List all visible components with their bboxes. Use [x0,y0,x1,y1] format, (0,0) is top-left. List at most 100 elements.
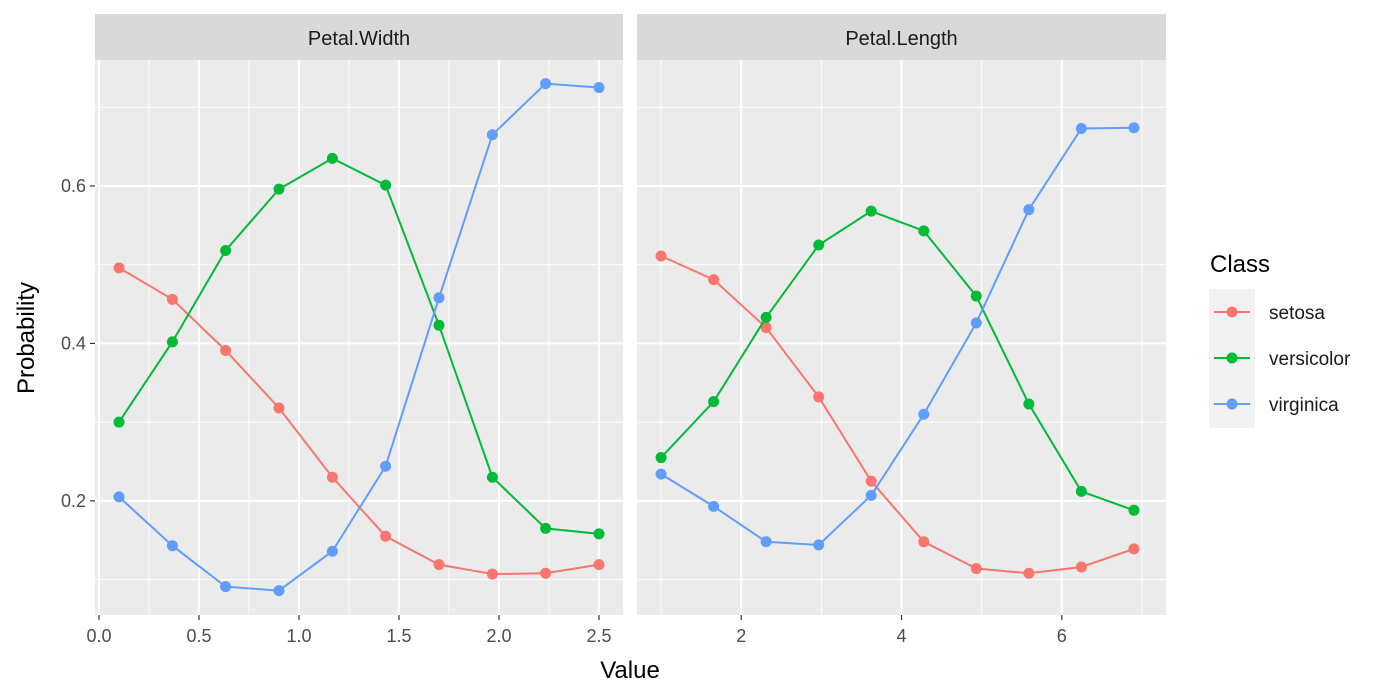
legend-point-virginica [1226,398,1238,410]
y-axis: 0.2 0.4 0.6 [61,176,95,511]
series-versicolor [113,152,605,540]
series-setosa [655,250,1140,579]
series-line-setosa [660,255,1135,575]
facet-strip [637,14,1166,60]
data-point-setosa [273,402,285,414]
data-point-versicolor [593,528,605,540]
data-point-setosa [540,567,552,579]
data-point-virginica [1075,122,1087,134]
data-point-setosa [380,530,392,542]
data-point-versicolor [1128,504,1140,516]
data-point-virginica [273,585,285,597]
legend-point-versicolor [1226,352,1238,364]
x-tick-label: 1.0 [286,626,311,646]
legend-item-virginica: virginica [1214,395,1339,416]
data-point-setosa [760,322,772,334]
series-setosa [113,262,605,580]
panel-petal-length: Petal.Length 2 4 6 [637,14,1166,646]
data-point-virginica [1128,122,1140,134]
data-point-virginica [813,539,825,551]
data-point-virginica [865,489,877,501]
data-point-versicolor [655,452,667,464]
panel-petal-width: Petal.Width 0.0 0.5 1.0 1.5 2.0 2.5 [86,14,623,646]
x-tick-label: 2.5 [586,626,611,646]
series-line-virginica [660,126,1134,546]
data-point-versicolor [486,471,498,483]
data-point-versicolor [970,290,982,302]
y-axis-title: Probability [13,282,40,394]
data-point-setosa [166,293,178,305]
data-point-setosa [918,536,930,548]
legend-item-versicolor: versicolor [1214,349,1351,370]
data-point-virginica [760,536,772,548]
data-point-versicolor [166,336,178,348]
data-point-virginica [326,545,338,557]
data-point-virginica [1023,204,1035,216]
facet-strip [95,14,623,60]
data-point-versicolor [113,416,125,428]
data-point-versicolor [220,245,232,257]
data-point-setosa [1075,561,1087,573]
series-line-versicolor [660,210,1135,512]
x-tick-label: 6 [1057,626,1067,646]
series-line-setosa [118,266,600,576]
data-point-setosa [655,250,667,262]
legend-label: virginica [1269,395,1339,416]
data-point-setosa [1023,567,1035,579]
legend-point-setosa [1226,306,1238,318]
data-point-virginica [970,317,982,329]
data-point-virginica [655,468,667,480]
data-point-virginica [380,460,392,472]
series-virginica [113,78,605,597]
series-line-versicolor [118,157,600,535]
legend-label: setosa [1269,303,1325,324]
data-point-versicolor [326,152,338,164]
x-tick-label: 2 [736,626,746,646]
x-axis-title: Value [600,657,660,684]
legend-item-setosa: setosa [1214,303,1325,324]
panel-background [95,60,623,615]
data-point-virginica [486,129,498,141]
data-point-versicolor [433,319,445,331]
data-point-setosa [433,559,445,571]
legend: Class setosa versicolor virginica [1209,251,1351,428]
data-point-versicolor [813,239,825,251]
data-point-virginica [593,82,605,94]
data-point-setosa [865,475,877,487]
series-virginica [655,122,1140,551]
data-point-setosa [113,262,125,274]
series-versicolor [655,205,1140,516]
x-tick-label: 4 [896,626,906,646]
data-point-virginica [708,500,720,512]
data-point-versicolor [540,522,552,534]
data-point-setosa [970,563,982,575]
legend-items: setosa versicolor virginica [1214,303,1351,416]
data-point-setosa [708,274,720,286]
y-tick-label: 0.4 [61,333,86,353]
x-tick-label: 0.0 [86,626,111,646]
facet-label: Petal.Width [308,28,410,50]
data-point-versicolor [1075,485,1087,497]
data-point-virginica [540,78,552,90]
data-point-versicolor [273,183,285,195]
data-point-versicolor [1023,398,1035,410]
facet-label: Petal.Length [845,28,957,50]
data-point-versicolor [380,179,392,191]
data-point-virginica [918,408,930,420]
y-tick-label: 0.6 [61,176,86,196]
data-point-setosa [220,344,232,356]
data-point-versicolor [865,205,877,217]
data-point-setosa [593,559,605,571]
data-point-virginica [166,540,178,552]
data-point-setosa [1128,543,1140,555]
series-line-virginica [118,82,600,592]
x-tick-label: 0.5 [186,626,211,646]
data-point-virginica [113,491,125,503]
data-point-virginica [433,292,445,304]
y-tick-label: 0.2 [61,491,86,511]
x-tick-label: 2.0 [486,626,511,646]
data-point-setosa [813,391,825,403]
data-point-setosa [326,471,338,483]
x-tick-label: 1.5 [386,626,411,646]
